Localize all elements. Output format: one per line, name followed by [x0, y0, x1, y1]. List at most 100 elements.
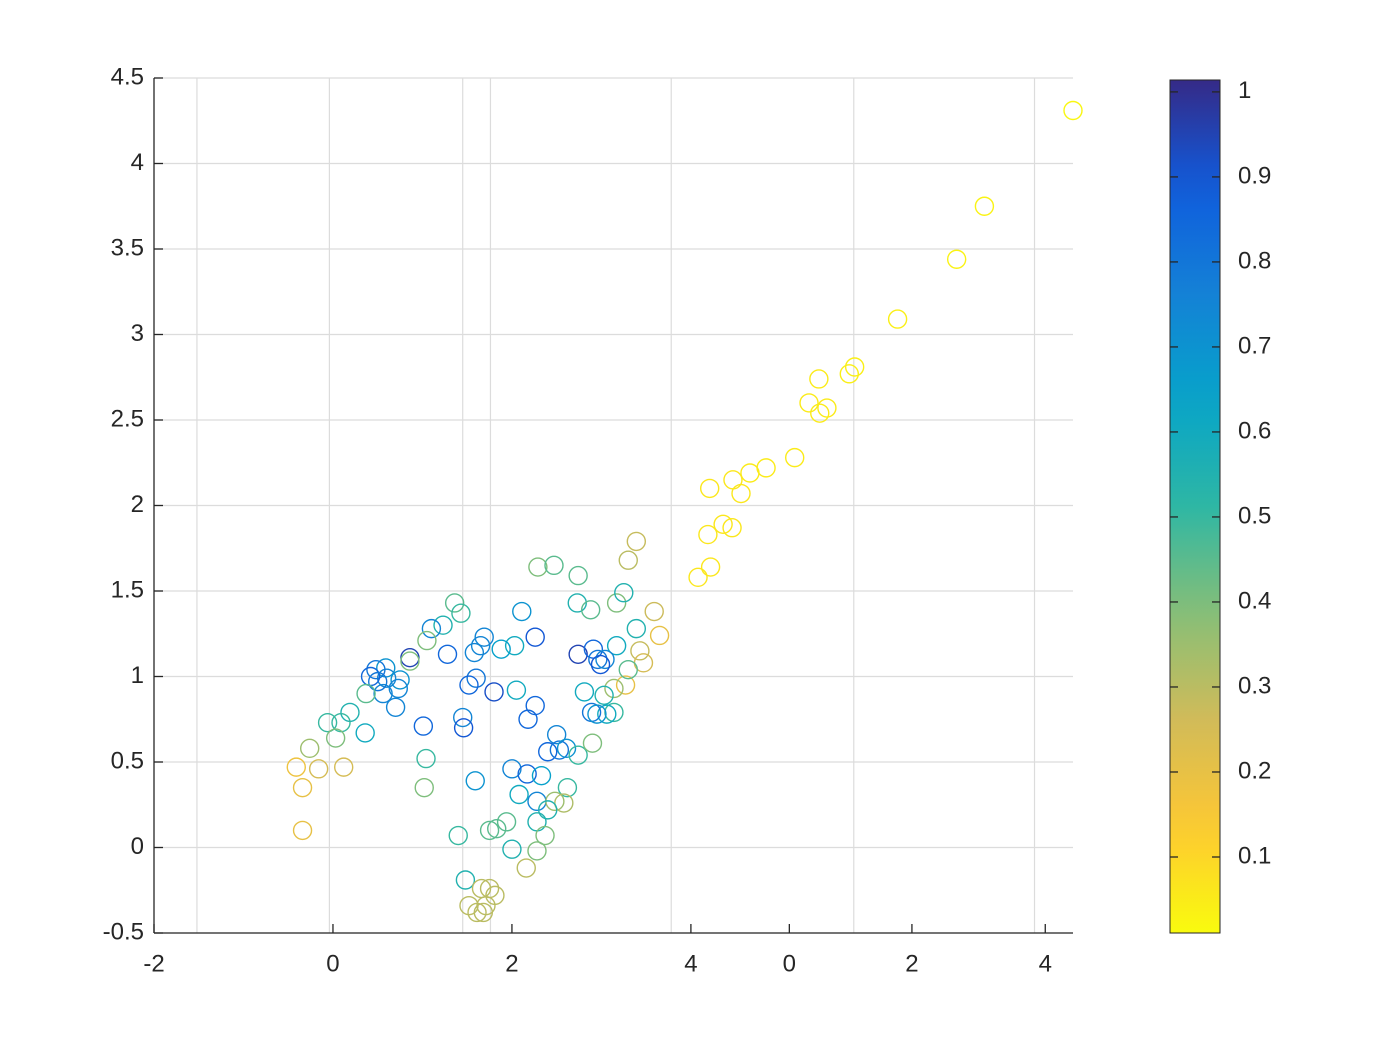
- point: [568, 745, 588, 765]
- colorbar: [1169, 79, 1221, 934]
- point: [604, 678, 624, 699]
- point: [844, 357, 865, 377]
- point: [470, 636, 491, 656]
- point: [451, 603, 471, 623]
- point: [723, 470, 743, 490]
- y-tick-label: 1: [131, 662, 144, 689]
- point: [340, 702, 360, 723]
- x-tick-label: 0: [783, 950, 796, 977]
- point: [525, 627, 545, 647]
- point: [554, 793, 574, 813]
- point: [448, 825, 468, 846]
- point: [568, 644, 588, 664]
- point: [700, 557, 721, 577]
- point: [325, 728, 346, 748]
- y-tick-label: 0: [131, 833, 144, 860]
- point: [474, 627, 494, 647]
- colorbar-tick-label: 1: [1238, 77, 1251, 104]
- point: [417, 630, 437, 651]
- point: [567, 593, 587, 613]
- point: [518, 709, 538, 729]
- point: [502, 759, 522, 779]
- point: [453, 707, 473, 728]
- y-tick-label: 4.5: [111, 63, 144, 90]
- point: [538, 742, 558, 762]
- point: [479, 820, 500, 841]
- point: [606, 636, 627, 656]
- point: [630, 641, 650, 661]
- point: [527, 841, 547, 861]
- point: [491, 639, 511, 659]
- point: [416, 748, 436, 769]
- y-tick-label: -0.5: [103, 918, 144, 945]
- point: [421, 618, 442, 639]
- point: [649, 625, 670, 646]
- x-tick-label: 0: [326, 950, 339, 977]
- colorbar-tick-label: 0.5: [1238, 502, 1271, 529]
- y-tick-label: 0.5: [111, 747, 144, 774]
- point: [437, 644, 458, 664]
- point: [544, 555, 564, 576]
- point: [580, 600, 601, 620]
- point: [839, 364, 859, 384]
- point: [626, 618, 647, 639]
- point: [644, 601, 664, 622]
- point: [615, 675, 636, 695]
- point: [512, 601, 532, 622]
- point: [506, 680, 527, 700]
- point: [688, 567, 708, 588]
- point: [606, 593, 627, 613]
- point: [546, 724, 567, 745]
- x-tick-label: 2: [905, 950, 918, 977]
- point: [587, 704, 607, 724]
- point: [388, 678, 408, 699]
- x-tick-label: -2: [143, 950, 164, 977]
- x-tick-label: 4: [1039, 950, 1052, 977]
- point: [713, 514, 733, 535]
- point: [531, 765, 552, 786]
- point: [549, 740, 570, 760]
- point: [594, 685, 614, 706]
- point: [517, 764, 537, 784]
- y-tick-label: 4: [131, 149, 144, 176]
- grid: [154, 77, 1073, 934]
- point: [574, 682, 595, 702]
- point: [385, 697, 406, 717]
- colorbar-tick-label: 0.9: [1238, 162, 1271, 189]
- point: [809, 369, 829, 389]
- point: [334, 757, 354, 777]
- point: [516, 858, 536, 878]
- axes: -0.5 0 0.5 1 1.5 2 2.5 3 3.5 4 4.5 -2 0 2 4 0 2 4 0.1 0.2 0.…: [103, 63, 1272, 977]
- point: [502, 839, 522, 859]
- point: [731, 483, 751, 504]
- point: [373, 683, 393, 704]
- point: [292, 777, 313, 798]
- point: [413, 716, 434, 736]
- point: [368, 671, 388, 692]
- point: [590, 654, 611, 675]
- point: [366, 659, 386, 680]
- point: [740, 463, 760, 483]
- point: [444, 593, 465, 613]
- point: [810, 403, 830, 423]
- point: [946, 249, 967, 269]
- point: [459, 675, 479, 695]
- point: [528, 557, 548, 577]
- point: [1063, 100, 1083, 121]
- point: [286, 757, 306, 777]
- point: [698, 524, 718, 545]
- point: [308, 759, 329, 779]
- point: [618, 550, 638, 570]
- point: [785, 447, 805, 468]
- point: [455, 870, 476, 890]
- x-tick-label: 4: [684, 950, 697, 977]
- y-tick-label: 3: [131, 320, 144, 347]
- point: [466, 668, 486, 688]
- point: [595, 649, 615, 670]
- point: [400, 651, 420, 671]
- colorbar-tick-label: 0.3: [1238, 672, 1271, 699]
- point: [722, 518, 742, 538]
- point: [414, 777, 434, 798]
- point: [626, 531, 647, 552]
- y-tick-label: 2: [131, 491, 144, 518]
